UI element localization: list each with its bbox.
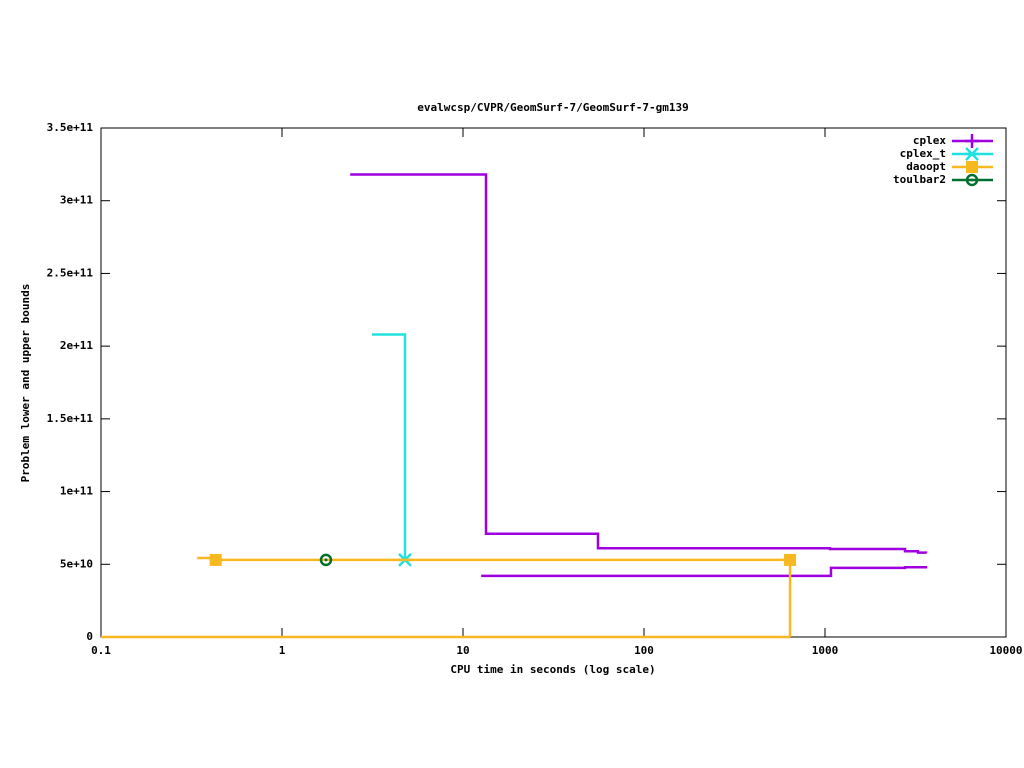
marker-dot <box>324 558 328 562</box>
upper-bound-line <box>371 333 407 560</box>
x-tick-label: 100 <box>634 644 654 657</box>
marker <box>966 161 978 173</box>
legend-label: cplex_t <box>900 147 946 160</box>
y-tick-label: 5e+10 <box>60 557 93 570</box>
legend-label: toulbar2 <box>893 173 946 186</box>
x-axis-label: CPU time in seconds (log scale) <box>450 663 655 676</box>
y-tick-label: 2.5e+11 <box>47 266 94 279</box>
y-tick-label: 3.5e+11 <box>47 121 94 134</box>
marker <box>209 553 222 566</box>
y-tick-label: 2e+11 <box>60 339 93 352</box>
legend-label: cplex <box>913 134 946 147</box>
x-tick-label: 1 <box>279 644 286 657</box>
x-tick-label: 10000 <box>989 644 1022 657</box>
marker <box>965 173 979 187</box>
lower-bound-line <box>481 565 928 578</box>
x-tick-label: 1000 <box>812 644 839 657</box>
upper-bound-line <box>350 173 928 554</box>
y-tick-label: 0 <box>86 630 93 643</box>
legend-label: daoopt <box>906 160 946 173</box>
y-axis-label: Problem lower and upper bounds <box>19 284 32 483</box>
y-tick-label: 1e+11 <box>60 485 93 498</box>
y-tick-label: 1.5e+11 <box>47 412 94 425</box>
y-tick-label: 3e+11 <box>60 194 93 207</box>
x-tick-label: 10 <box>456 644 469 657</box>
marker <box>965 134 979 148</box>
x-tick-label: 0.1 <box>91 644 111 657</box>
chart-title: evalwcsp/CVPR/GeomSurf-7/GeomSurf-7-gm13… <box>417 101 689 114</box>
marker <box>784 553 797 566</box>
marker <box>319 553 333 567</box>
marker <box>965 147 979 161</box>
marker-dot <box>970 178 974 182</box>
